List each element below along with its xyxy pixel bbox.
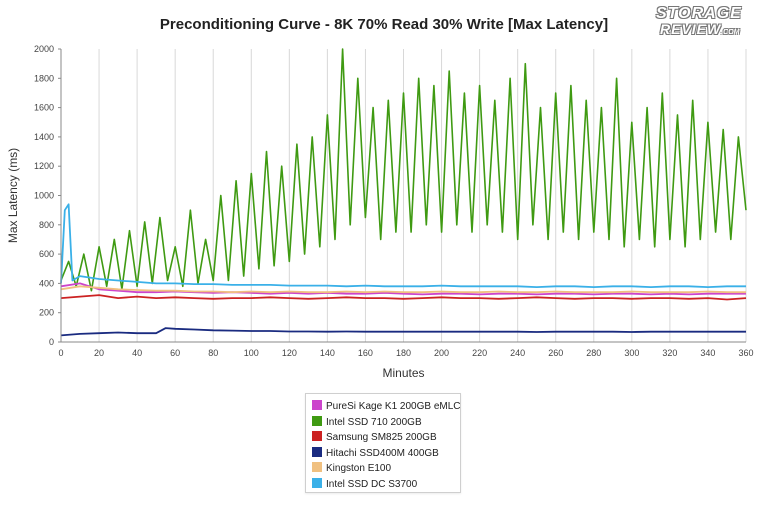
- legend-swatch: [312, 477, 322, 488]
- y-tick-label: 1000: [34, 191, 54, 201]
- series-line-intel-ssd-710-200gb: [60, 48, 747, 292]
- series-line-kingston-e100: [60, 285, 746, 294]
- legend-item: Kingston E100: [312, 462, 391, 476]
- x-tick-label: 160: [358, 348, 373, 358]
- x-axis-label: Minutes: [382, 366, 424, 380]
- logo-text-line1: STORAGE: [656, 5, 742, 22]
- x-tick-label: 80: [208, 348, 218, 358]
- y-tick-label: 0: [49, 337, 54, 347]
- x-tick-label: 20: [94, 348, 104, 358]
- x-tick-label: 280: [586, 348, 601, 358]
- legend-swatch: [312, 400, 322, 410]
- y-tick-label: 1600: [34, 103, 54, 113]
- chart-plot: 0 20 40 60 80 100 120 140 160 180 200 220 240 260 280 3…: [6, 44, 754, 380]
- legend-label: Samsung SM825 200GB: [326, 432, 437, 443]
- x-tick-label: 220: [472, 348, 487, 358]
- y-tick-label: 800: [39, 220, 54, 230]
- x-tick-label: 0: [58, 348, 63, 358]
- x-tick-label: 300: [624, 348, 639, 358]
- legend-swatch: [312, 431, 322, 441]
- y-tick-label: 400: [39, 278, 54, 288]
- y-tick-label: 600: [39, 249, 54, 259]
- series-line-hitachi-ssd400m-400gb: [60, 327, 746, 337]
- y-tick-label: 1800: [34, 73, 54, 83]
- legend-swatch: [312, 462, 322, 472]
- legend-swatch: [312, 446, 322, 457]
- legend-item: Intel SSD 710 200GB: [312, 415, 422, 430]
- legend-item: Samsung SM825 200GB: [312, 431, 437, 445]
- x-tick-label: 200: [434, 348, 449, 358]
- legend-item: PureSi Kage K1 200GB eMLC: [312, 400, 461, 414]
- storagereview-logo: STORAGE REVIEW.COM: [656, 6, 756, 40]
- x-tick-label: 120: [282, 348, 297, 358]
- x-tick-label: 180: [396, 348, 411, 358]
- series-line-samsung-sm825-200gb: [60, 294, 747, 301]
- x-tick-label: 100: [244, 348, 259, 358]
- x-tick-label: 340: [700, 348, 715, 358]
- y-axis-label: Max Latency (ms): [6, 148, 20, 243]
- x-tick-label: 60: [170, 348, 180, 358]
- x-tick-label: 260: [548, 348, 563, 358]
- y-tick-label: 1400: [34, 132, 54, 142]
- logo-text-line2: REVIEW.COM: [660, 21, 740, 37]
- legend-swatch: [312, 415, 322, 426]
- x-tick-label: 140: [320, 348, 335, 358]
- axis-layer: 0 20 40 60 80 100 120 140 160 180 200 220 240 260 280 3…: [6, 44, 754, 380]
- legend-label: Hitachi SSD400M 400GB: [326, 447, 439, 459]
- legend-item: Intel SSD DC S3700: [312, 477, 418, 492]
- series-layer: [60, 48, 747, 337]
- series-line-intel-ssd-dc-s3700: [60, 203, 746, 289]
- x-tick-label: 360: [738, 348, 753, 358]
- legend: PureSi Kage K1 200GB eMLC Intel SSD 710 2…: [305, 393, 461, 493]
- y-tick-label: 1200: [34, 161, 54, 171]
- chart-title: Preconditioning Curve - 8K 70% Read 30% …: [159, 16, 609, 33]
- legend-label: Intel SSD DC S3700: [326, 478, 418, 490]
- legend-item: Hitachi SSD400M 400GB: [312, 446, 439, 461]
- y-tick-label: 200: [39, 308, 54, 318]
- x-tick-label: 40: [132, 348, 142, 358]
- x-tick-label: 320: [662, 348, 677, 358]
- legend-label: Kingston E100: [326, 463, 392, 474]
- legend-label: PureSi Kage K1 200GB eMLC: [326, 401, 461, 412]
- legend-label: Intel SSD 710 200GB: [326, 416, 422, 428]
- y-tick-label: 2000: [34, 44, 54, 54]
- x-tick-label: 240: [510, 348, 525, 358]
